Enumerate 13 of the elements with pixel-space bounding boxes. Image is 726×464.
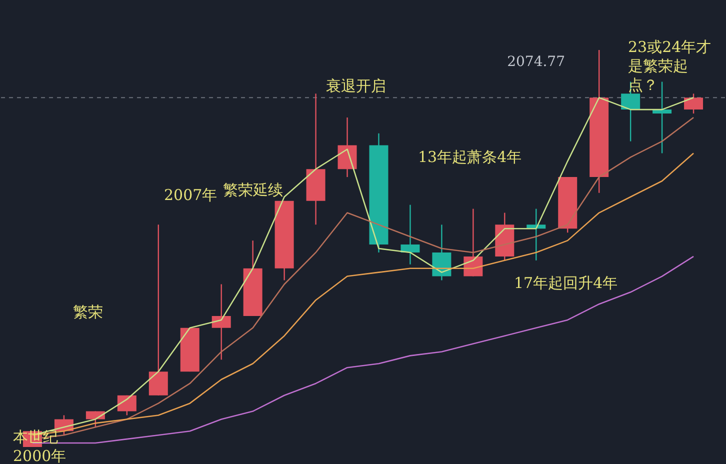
annotation: 13年起萧条4年	[418, 148, 522, 166]
candlestick	[338, 116, 357, 178]
annotation: 繁荣延续	[223, 181, 283, 199]
annotation: 2074.77	[507, 54, 565, 70]
annotation: 衰退开启	[326, 77, 386, 95]
candlestick	[212, 284, 231, 360]
candlestick	[684, 93, 704, 114]
annotation: 繁荣	[73, 303, 103, 321]
annotation: 2007年	[164, 186, 218, 204]
candlestick	[148, 224, 168, 396]
candlestick	[652, 81, 672, 154]
candlestick	[400, 204, 420, 265]
annotation: 17年起回升4年	[514, 274, 618, 292]
